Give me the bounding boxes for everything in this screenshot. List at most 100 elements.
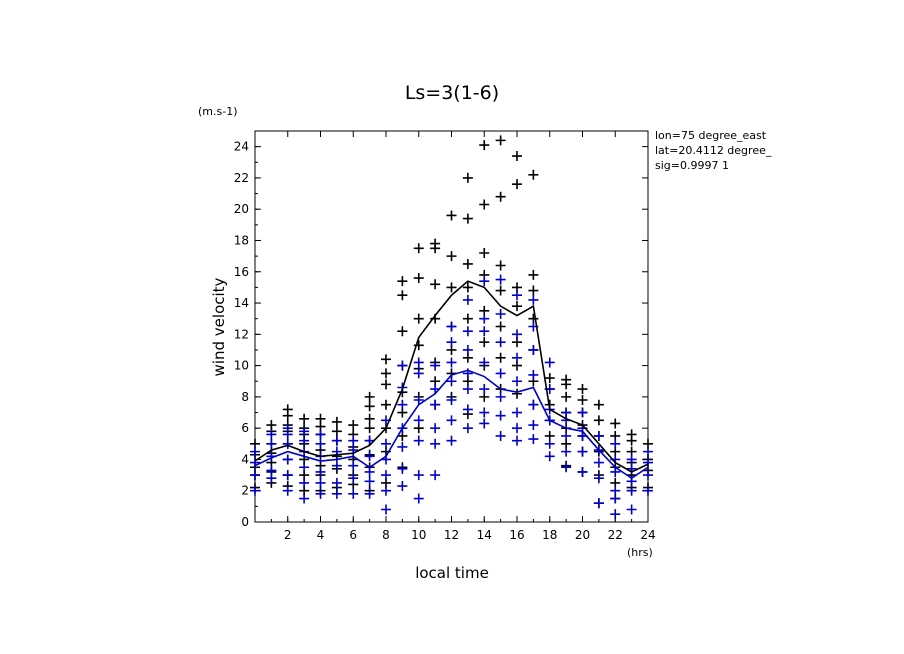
y-tick-label: 20 [234,202,249,216]
data-point [561,391,572,402]
data-point [593,430,604,441]
data-point [512,352,522,363]
x-tick-label: 8 [382,528,390,542]
x-tick-label: 20 [575,528,590,542]
data-point [430,423,441,434]
data-point [348,488,359,499]
data-point [479,276,490,287]
x-tick-label: 10 [411,528,426,542]
data-point [413,340,424,351]
data-point [250,470,260,481]
y-unit-label: (m.s-1) [198,105,238,118]
y-tick-label: 16 [234,265,249,279]
data-point [544,451,555,462]
data-point [462,258,473,269]
data-point [413,273,424,284]
data-point [561,374,572,385]
data-point [397,360,408,371]
data-point [528,344,539,355]
data-point [413,435,424,446]
x-tick-label: 22 [608,528,623,542]
data-point [364,488,375,499]
data-point [495,135,506,146]
data-point [430,279,441,290]
data-point [381,379,391,390]
data-point [413,243,424,254]
data-point [331,488,342,499]
data-point [528,269,539,280]
data-point [643,446,653,457]
data-point [512,423,522,434]
data-point [643,485,653,496]
data-point [544,357,555,368]
data-point [610,438,621,449]
data-point [381,438,391,449]
chart-title: Ls=3(1-6) [405,82,499,104]
data-point [397,276,408,287]
data-point [512,151,522,162]
data-point [413,368,424,379]
data-point [364,401,375,412]
data-point [610,466,621,477]
data-point [462,172,473,183]
data-point [528,399,539,410]
y-tick-label: 18 [234,233,249,247]
data-point [593,473,604,484]
data-point [430,360,441,371]
data-point [299,426,310,437]
data-point [282,423,293,434]
data-point [561,446,572,457]
data-point [282,454,293,465]
data-point [364,476,375,487]
data-point [593,415,604,426]
data-point [577,466,588,477]
data-point [577,395,588,406]
data-point [250,485,260,496]
data-point [462,282,473,293]
data-point [462,313,473,324]
data-point [315,466,326,477]
data-point [397,290,408,301]
data-point [593,457,604,468]
x-tick-label: 24 [640,528,655,542]
data-point [250,457,260,468]
y-tick-label: 12 [234,327,249,341]
data-point [430,470,441,481]
data-point [512,388,522,399]
data-point [610,509,621,520]
data-point [577,407,588,418]
x-unit-label: (hrs) [627,546,653,559]
data-point [299,413,310,424]
data-point [446,210,457,221]
data-point [561,462,572,473]
data-point [266,465,277,476]
data-point [528,434,539,445]
data-point [512,179,522,190]
x-tick-label: 2 [284,528,292,542]
data-point [299,462,310,473]
data-point [495,260,506,271]
y-tick-label: 10 [234,359,249,373]
data-point [446,395,457,406]
data-point [495,321,506,332]
data-point [479,326,490,337]
x-tick-label: 16 [509,528,524,542]
data-point [397,399,408,410]
data-point [413,395,424,406]
data-point [561,430,572,441]
data-point [348,420,359,431]
data-point [643,470,653,481]
data-point [364,413,375,424]
y-tick-label: 22 [234,171,249,185]
data-point [462,404,473,415]
data-point [610,418,621,429]
data-point [413,357,424,368]
data-point [495,308,506,319]
data-point [610,485,621,496]
data-point [315,488,326,499]
data-point [495,430,506,441]
y-tick-label: 6 [241,421,249,435]
data-point [528,369,539,380]
data-point [528,285,539,296]
data-point [446,321,457,332]
